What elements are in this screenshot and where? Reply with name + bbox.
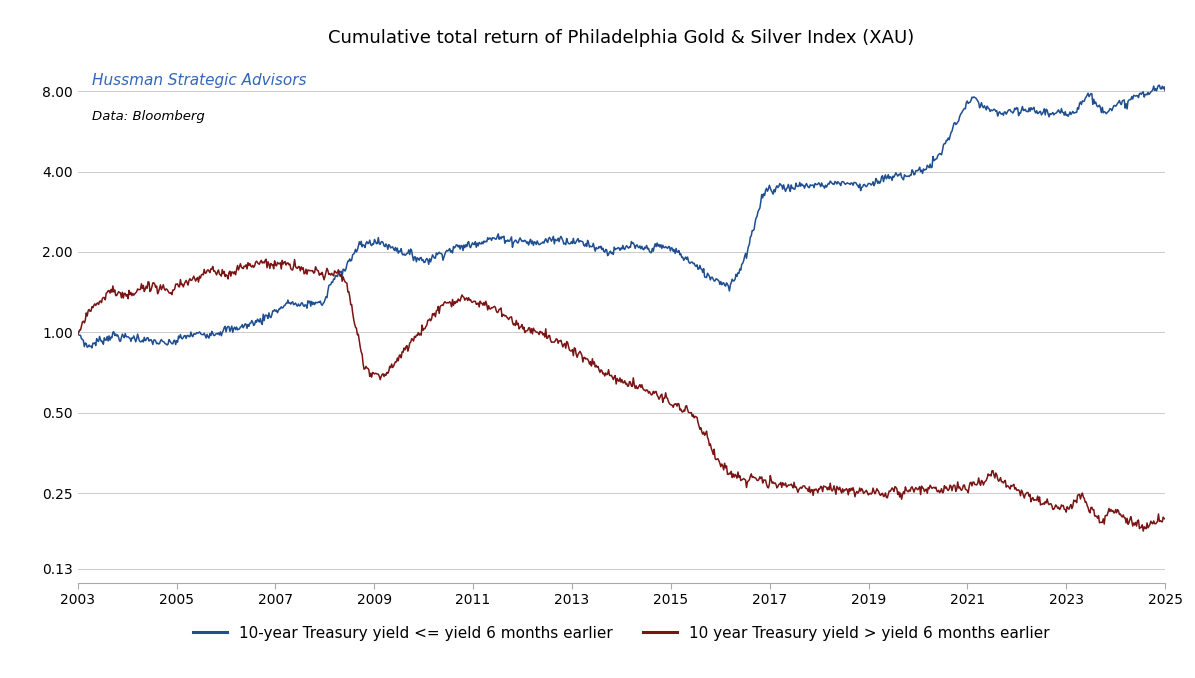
Text: Hussman Strategic Advisors: Hussman Strategic Advisors [92, 73, 306, 87]
Text: Data: Bloomberg: Data: Bloomberg [92, 110, 204, 123]
Title: Cumulative total return of Philadelphia Gold & Silver Index (XAU): Cumulative total return of Philadelphia … [329, 29, 914, 47]
Legend: 10-year Treasury yield <= yield 6 months earlier, 10 year Treasury yield > yield: 10-year Treasury yield <= yield 6 months… [186, 620, 1056, 647]
